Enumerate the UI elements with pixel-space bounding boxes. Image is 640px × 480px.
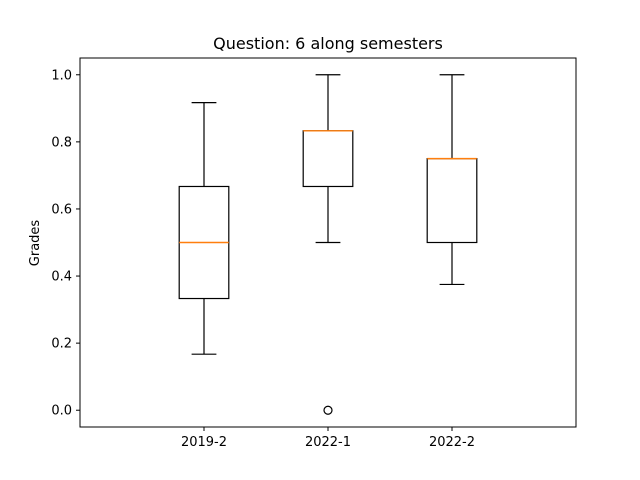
chart-title: Question: 6 along semesters — [213, 34, 443, 53]
x-tick-label: 2022-2 — [429, 435, 475, 450]
y-tick-label: 0.0 — [51, 404, 72, 419]
y-tick-label: 0.8 — [51, 135, 72, 150]
axes-frame — [79, 57, 577, 428]
y-axis-label: Grades — [28, 220, 43, 267]
y-tick-label: 0.2 — [51, 337, 72, 352]
y-tick-label: 0.4 — [51, 270, 72, 285]
plot-area: 0.0 0.2 0.4 0.6 0.8 1.0 2019-2 2022-1 2022-2 — [51, 57, 577, 450]
x-tick-label: 2022-1 — [305, 435, 351, 450]
y-tick-label: 1.0 — [51, 68, 72, 83]
y-tick-label: 0.6 — [51, 202, 72, 217]
outlier-point — [323, 405, 333, 415]
x-tick-label: 2019-2 — [181, 435, 227, 450]
